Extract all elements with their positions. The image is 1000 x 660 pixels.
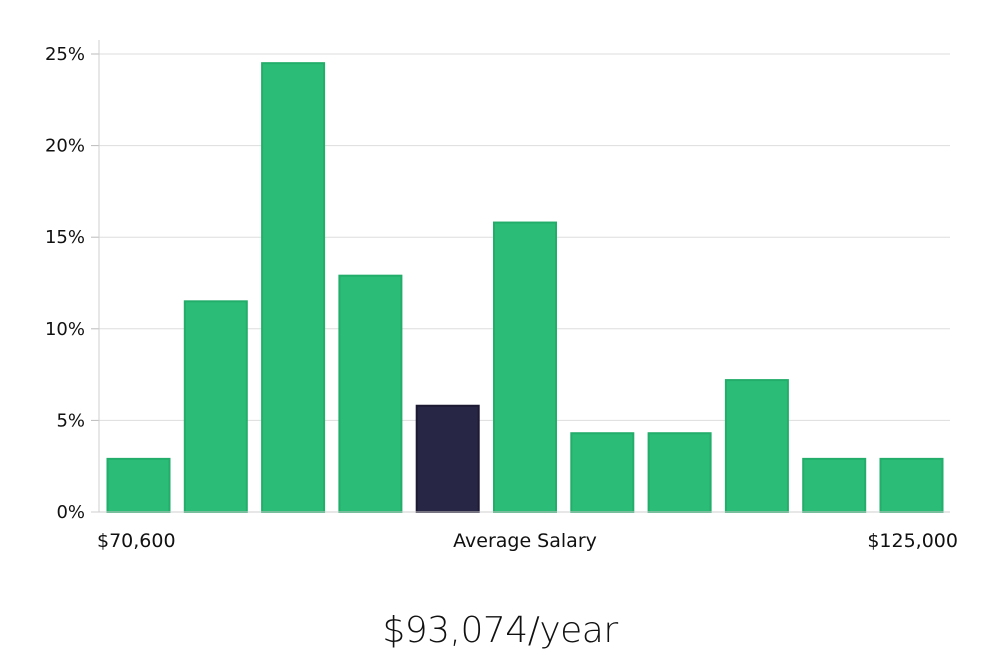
bar-average-salary (415, 404, 480, 513)
bar (879, 457, 944, 514)
bar (106, 457, 171, 514)
bar (261, 62, 326, 513)
x-label-max: $125,000 (867, 530, 958, 552)
average-salary-value: $93,074/year (382, 610, 618, 651)
y-tick-label: 20% (45, 136, 85, 157)
y-tick-label: 5% (56, 410, 85, 431)
y-axis-ticks: 0% 5% 10% 15% 20% 25% (45, 44, 99, 523)
y-tick-label: 25% (45, 44, 85, 65)
x-label-min: $70,600 (97, 530, 176, 552)
bar (493, 221, 557, 513)
y-tick-label: 15% (45, 227, 85, 248)
y-tick-label: 10% (45, 319, 85, 340)
x-label-average-salary: Average Salary (453, 530, 597, 552)
salary-histogram-chart: 0%5%10%15%20%25% $70,600 Average Salary … (45, 40, 958, 552)
y-tick-label: 0% (56, 502, 85, 523)
bar (183, 300, 248, 513)
bars (106, 62, 944, 514)
bar (338, 274, 403, 513)
bar (647, 432, 712, 513)
bar (724, 379, 789, 514)
bar (802, 457, 867, 514)
bar (570, 432, 635, 513)
